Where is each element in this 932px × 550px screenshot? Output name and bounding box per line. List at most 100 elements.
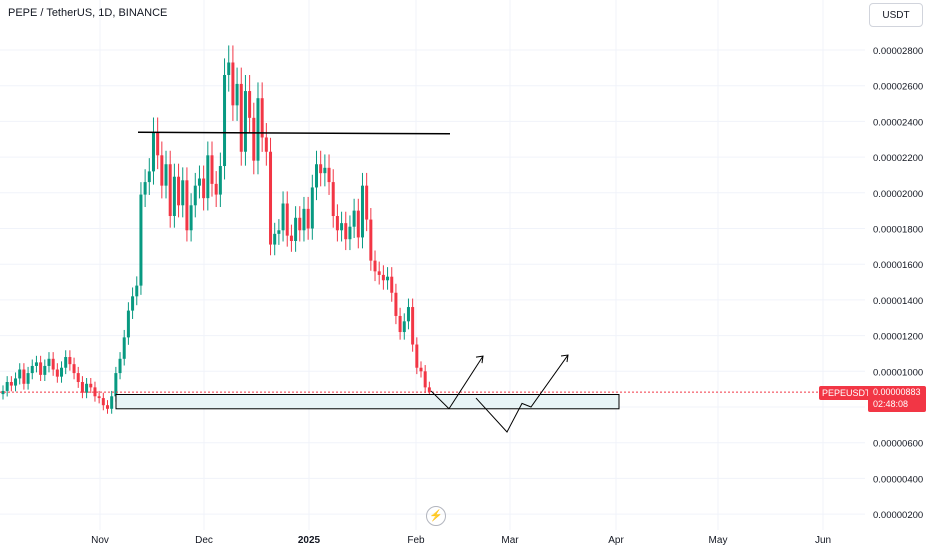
y-tick-label: 0.00000400 (873, 474, 923, 485)
candle-body (106, 405, 109, 409)
candle-body (281, 203, 285, 231)
candle-body (331, 182, 335, 217)
candle-body (269, 151, 273, 245)
candle-body (76, 373, 80, 383)
candle-body (390, 276, 394, 293)
candle-body (151, 132, 155, 172)
projection-path[interactable] (475, 354, 569, 433)
candle-body (289, 235, 293, 241)
currency-button[interactable]: USDT (869, 3, 923, 27)
candle-body (415, 344, 419, 368)
x-tick-label: Jun (815, 535, 831, 546)
candle-body (122, 337, 126, 359)
last-price-label: 0.00000883 (873, 387, 921, 397)
y-tick-label: 0.00001200 (873, 332, 923, 343)
symbol-badge: PEPEUSDT (819, 386, 874, 400)
candle-body (164, 164, 168, 186)
candle-body (386, 276, 390, 281)
candle-body (260, 98, 264, 138)
candle-body (218, 166, 222, 195)
candle-body (306, 208, 310, 229)
candle-body (210, 155, 214, 184)
candle-body (273, 233, 277, 245)
y-tick-label: 0.00000200 (873, 510, 923, 521)
candle-body (340, 223, 344, 231)
y-tick-label: 0.00002200 (873, 153, 923, 164)
candle-body (344, 223, 348, 240)
candle-body (202, 178, 206, 199)
candle-body (248, 91, 252, 118)
candle-body (360, 185, 364, 238)
candle-body (294, 217, 298, 241)
projection-stem (430, 390, 450, 410)
candle-body (160, 155, 164, 186)
candle-body (310, 187, 314, 229)
y-tick-label: 0.00001400 (873, 296, 923, 307)
y-tick-label: 0.00002800 (873, 46, 923, 57)
candle-body (72, 364, 76, 374)
countdown-label: 02:48:08 (873, 399, 909, 409)
candle-body (47, 358, 51, 366)
candle-body (118, 358, 122, 374)
candle-body (5, 382, 9, 391)
candle-body (80, 382, 84, 393)
candle-body (89, 383, 93, 388)
candle-body (323, 167, 327, 174)
candle-body (398, 315, 402, 333)
candle-body (193, 185, 197, 206)
candle-body (302, 208, 306, 231)
candle-body (85, 383, 89, 393)
candle-body (419, 367, 423, 372)
x-tick-label: Mar (501, 535, 519, 546)
candle-body (177, 176, 181, 206)
candle-body (423, 371, 427, 388)
candle-body (110, 396, 114, 409)
candle-body (93, 387, 97, 397)
candle-body (394, 292, 398, 316)
candle-body (14, 378, 18, 386)
candle-body (381, 274, 385, 281)
candle-body (319, 164, 323, 174)
candle-body (34, 362, 38, 366)
candle-body (189, 205, 193, 231)
x-tick-label: Feb (407, 535, 425, 546)
candle-body (181, 180, 185, 206)
candle-body (126, 310, 130, 338)
candle-body (97, 396, 101, 399)
candle-body (139, 194, 143, 286)
candle-body (235, 83, 239, 106)
candle-body (277, 230, 281, 234)
candle-body (68, 357, 72, 365)
candle-body (197, 178, 201, 186)
y-tick-label: 0.00000600 (873, 439, 923, 450)
x-tick-label: Nov (91, 535, 109, 546)
candle-body (369, 219, 373, 261)
projection-arrowhead (560, 354, 569, 363)
lightning-icon[interactable]: ⚡ (426, 506, 446, 526)
candle-body (348, 226, 352, 240)
candle-body (156, 132, 160, 156)
candle-body (101, 398, 105, 406)
candle-body (1, 390, 5, 395)
resistance-line[interactable] (137, 131, 451, 135)
candle-body (365, 185, 369, 220)
candle-body (22, 369, 26, 384)
y-tick-label: 0.00001000 (873, 367, 923, 378)
y-tick-label: 0.00001600 (873, 260, 923, 271)
candle-body (427, 387, 431, 393)
candle-body (252, 117, 256, 161)
candle-body (223, 74, 227, 167)
candle-body (327, 167, 331, 183)
candle-body (352, 210, 356, 227)
candle-body (411, 307, 415, 345)
projection-arrowhead (475, 355, 484, 364)
chart-title: PEPE / TetherUS, 1D, BINANCE (8, 7, 168, 19)
y-tick-label: 0.00002000 (873, 189, 923, 200)
candle-body (18, 369, 22, 379)
projection-path[interactable] (448, 355, 484, 410)
candle-body (135, 285, 139, 297)
support-zone[interactable] (115, 394, 620, 410)
candle-body (168, 164, 172, 217)
